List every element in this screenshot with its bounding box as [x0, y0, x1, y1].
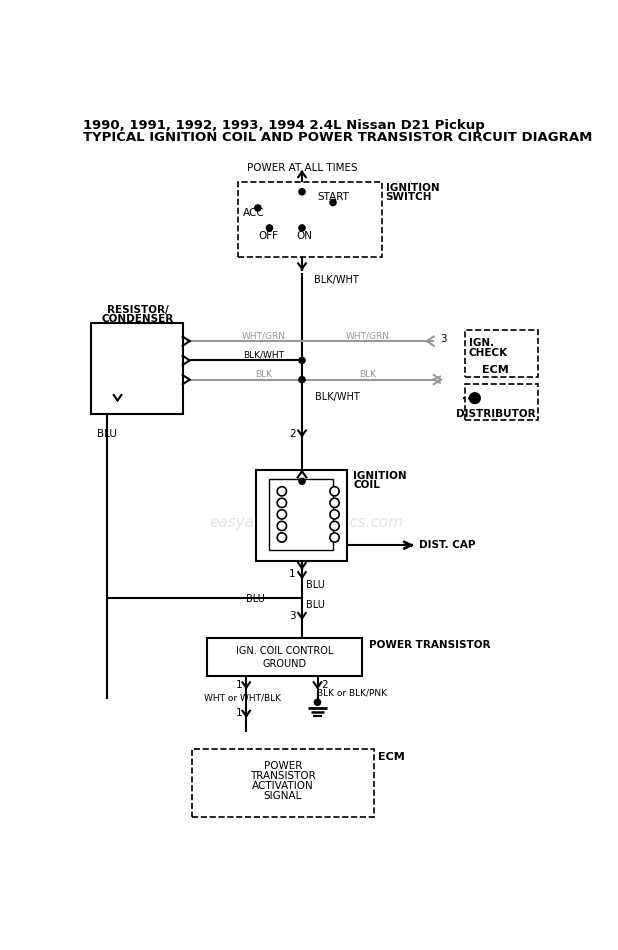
Text: CONDENSER: CONDENSER [101, 314, 174, 324]
Circle shape [277, 486, 287, 496]
Text: START: START [317, 192, 349, 202]
Circle shape [330, 486, 339, 496]
Bar [465, 330, 538, 377]
Text: 1: 1 [289, 569, 296, 580]
Circle shape [299, 189, 305, 195]
Circle shape [299, 225, 305, 231]
Text: ACTIVATION: ACTIVATION [252, 781, 314, 791]
Text: BLU: BLU [306, 600, 324, 610]
Bar [208, 637, 362, 676]
Text: POWER: POWER [264, 761, 302, 771]
Text: 3: 3 [440, 333, 447, 344]
Text: CHECK: CHECK [468, 348, 508, 358]
Text: easyautodiagnostics.com: easyautodiagnostics.com [209, 515, 403, 529]
Text: BLK or BLK/PNK: BLK or BLK/PNK [318, 689, 387, 697]
Text: POWER AT ALL TIMES: POWER AT ALL TIMES [247, 162, 357, 173]
Circle shape [330, 522, 339, 530]
Text: DIST. CAP: DIST. CAP [419, 541, 475, 550]
Text: 1990, 1991, 1992, 1993, 1994 2.4L Nissan D21 Pickup: 1990, 1991, 1992, 1993, 1994 2.4L Nissan… [83, 119, 485, 132]
Bar [192, 750, 374, 817]
Circle shape [299, 376, 305, 383]
Text: 1: 1 [235, 680, 242, 691]
Text: 3: 3 [289, 611, 296, 621]
Circle shape [315, 699, 321, 705]
Circle shape [470, 392, 480, 404]
Text: ACC: ACC [243, 207, 265, 218]
Text: IGN. COIL CONTROL: IGN. COIL CONTROL [236, 646, 334, 656]
Text: BLK/WHT: BLK/WHT [315, 276, 359, 285]
Circle shape [277, 498, 287, 507]
Circle shape [277, 522, 287, 530]
Circle shape [255, 205, 261, 211]
Text: WHT or WHT/BLK: WHT or WHT/BLK [204, 694, 281, 702]
Circle shape [330, 533, 339, 542]
Circle shape [299, 357, 305, 364]
Text: 2: 2 [321, 680, 328, 691]
Text: TRANSISTOR: TRANSISTOR [250, 771, 316, 781]
Text: BLK: BLK [360, 370, 376, 379]
Text: RESISTOR/: RESISTOR/ [107, 305, 169, 315]
Bar [465, 384, 538, 421]
Text: WHT/GRN: WHT/GRN [346, 332, 390, 340]
Circle shape [330, 498, 339, 507]
Bar [239, 181, 382, 257]
Text: BLK: BLK [255, 370, 272, 379]
Text: BLK/WHT: BLK/WHT [243, 351, 284, 359]
Text: IGNITION: IGNITION [386, 183, 439, 193]
Text: TYPICAL IGNITION COIL AND POWER TRANSISTOR CIRCUIT DIAGRAM: TYPICAL IGNITION COIL AND POWER TRANSIST… [83, 130, 593, 143]
Text: 2: 2 [289, 428, 296, 439]
Bar [269, 479, 333, 550]
Circle shape [277, 533, 287, 542]
Text: BLU: BLU [246, 594, 265, 604]
Text: WHT/GRN: WHT/GRN [241, 332, 286, 340]
Text: SIGNAL: SIGNAL [264, 791, 302, 801]
Text: ECM: ECM [483, 366, 509, 375]
Text: 1: 1 [235, 708, 242, 718]
Text: BLU: BLU [306, 580, 324, 590]
Text: COIL: COIL [353, 480, 380, 490]
Text: ON: ON [296, 231, 312, 240]
Text: OFF: OFF [259, 231, 279, 240]
Text: DISTRIBUTOR: DISTRIBUTOR [456, 409, 536, 419]
Bar [91, 323, 183, 414]
Bar [255, 469, 347, 560]
Circle shape [330, 510, 339, 519]
Text: POWER TRANSISTOR: POWER TRANSISTOR [369, 640, 490, 651]
Circle shape [277, 510, 287, 519]
Circle shape [299, 478, 305, 484]
Text: ECM: ECM [378, 752, 405, 762]
Circle shape [266, 225, 273, 231]
Circle shape [330, 200, 336, 205]
Text: IGN.: IGN. [468, 338, 494, 349]
Text: SWITCH: SWITCH [386, 192, 432, 202]
Text: BLU: BLU [97, 428, 117, 439]
Text: BLK/WHT: BLK/WHT [315, 392, 360, 403]
Text: GROUND: GROUND [263, 658, 307, 669]
Text: IGNITION: IGNITION [353, 471, 407, 481]
